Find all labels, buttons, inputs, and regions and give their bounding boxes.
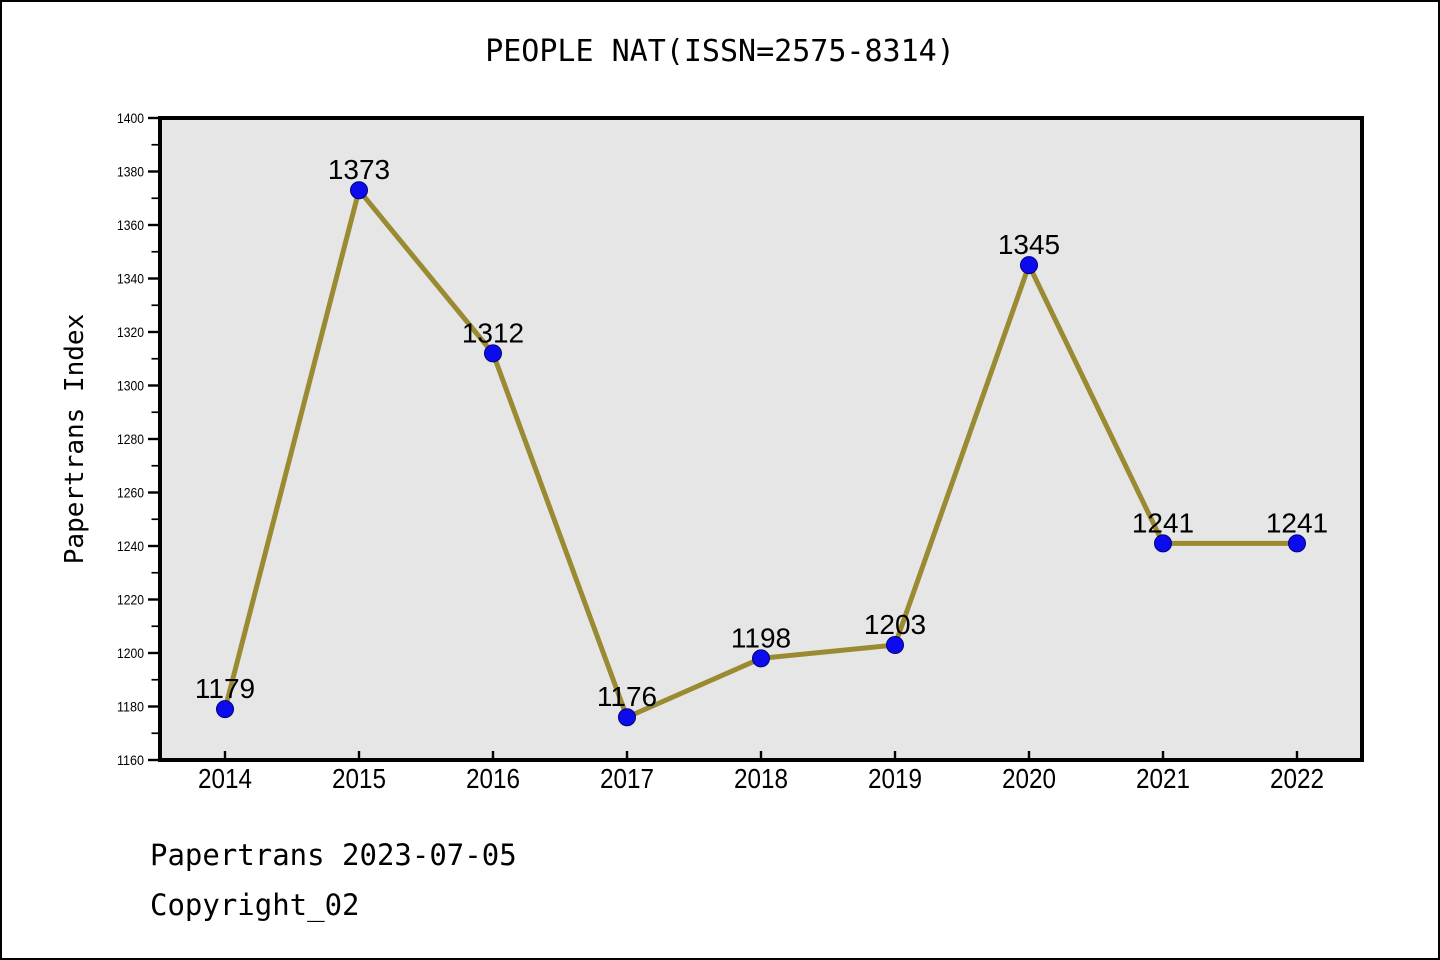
y-tick-label: 1360 bbox=[117, 217, 144, 233]
data-point-label: 1312 bbox=[462, 317, 524, 348]
y-tick-label: 1160 bbox=[117, 752, 144, 768]
data-point-2018 bbox=[752, 649, 770, 668]
chart-title: PEOPLE NAT(ISSN=2575-8314) bbox=[485, 34, 955, 69]
footer-date: Papertrans 2023-07-05 bbox=[150, 838, 517, 872]
data-point-2014 bbox=[216, 700, 234, 719]
y-tick-label: 1260 bbox=[117, 485, 144, 501]
y-tick-label: 1200 bbox=[117, 645, 144, 661]
x-tick-label: 2021 bbox=[1136, 763, 1190, 794]
y-tick-label: 1400 bbox=[117, 110, 144, 126]
data-point-2020 bbox=[1020, 256, 1038, 275]
x-tick-label: 2014 bbox=[198, 763, 252, 794]
data-point-2021 bbox=[1154, 534, 1172, 553]
y-tick-label: 1220 bbox=[117, 592, 144, 608]
data-point-label: 1241 bbox=[1132, 507, 1194, 538]
data-point-2015 bbox=[350, 181, 368, 200]
data-point-label: 1345 bbox=[998, 229, 1060, 260]
y-tick-label: 1180 bbox=[117, 699, 144, 715]
y-tick-label: 1340 bbox=[117, 271, 144, 287]
data-point-label: 1203 bbox=[864, 609, 926, 640]
data-point-label: 1373 bbox=[328, 154, 390, 185]
data-point-2017 bbox=[618, 708, 636, 727]
data-point-2022 bbox=[1288, 534, 1306, 553]
x-tick-label: 2020 bbox=[1002, 763, 1056, 794]
x-tick-label: 2022 bbox=[1270, 763, 1324, 794]
data-point-2016 bbox=[484, 344, 502, 363]
data-point-label: 1241 bbox=[1266, 507, 1328, 538]
y-tick-label: 1300 bbox=[117, 378, 144, 394]
y-tick-label: 1380 bbox=[117, 164, 144, 180]
y-tick-label: 1280 bbox=[117, 431, 144, 447]
y-tick-label: 1240 bbox=[117, 538, 144, 554]
data-point-label: 1198 bbox=[731, 622, 791, 653]
data-point-label: 1179 bbox=[195, 673, 255, 704]
data-point-label: 1176 bbox=[597, 681, 657, 712]
axis-frame bbox=[158, 116, 1364, 762]
data-point-2019 bbox=[886, 635, 904, 654]
footer-copyright: Copyright_02 bbox=[150, 888, 360, 922]
x-tick-label: 2018 bbox=[734, 763, 788, 794]
x-tick-label: 2019 bbox=[868, 763, 922, 794]
x-tick-label: 2016 bbox=[466, 763, 520, 794]
y-tick-label: 1320 bbox=[117, 324, 144, 340]
x-tick-label: 2017 bbox=[600, 763, 654, 794]
x-tick-label: 2015 bbox=[332, 763, 386, 794]
